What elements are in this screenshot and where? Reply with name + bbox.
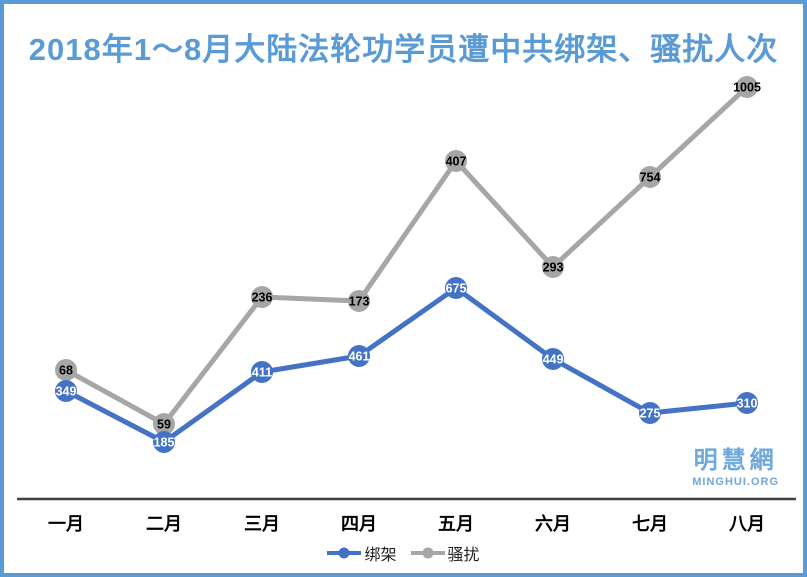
data-point-label: 275 — [640, 407, 661, 421]
data-point-label: 754 — [640, 171, 661, 185]
watermark-latin-text: MINGHUI.ORG — [692, 476, 779, 488]
watermark-chinese-text: 明慧網 — [693, 448, 778, 474]
data-point-label: 1005 — [733, 81, 761, 95]
minghui-watermark: 明慧網 MINGHUI.ORG — [692, 440, 779, 488]
data-point-label: 349 — [56, 385, 77, 399]
series-line-绑架 — [63, 285, 750, 445]
chart-legend: 绑架 骚扰 — [4, 541, 803, 565]
data-point-骚扰 — [348, 290, 370, 312]
legend-item-骚扰: 骚扰 — [410, 541, 480, 565]
data-point-骚扰 — [736, 76, 758, 98]
data-point-label: 310 — [737, 397, 758, 411]
data-point-绑架 — [251, 361, 273, 383]
data-point-label: 461 — [349, 350, 370, 364]
data-point-骚扰 — [251, 286, 273, 308]
data-point-label: 59 — [157, 418, 171, 432]
x-axis-label: 六月 — [535, 514, 571, 534]
series-line-骚扰 — [63, 84, 750, 427]
x-axis-labels: 一月 二月 三月 四月 五月 六月 七月 八月 — [4, 510, 803, 536]
data-point-骚扰 — [153, 413, 175, 435]
data-point-label: 293 — [543, 261, 564, 275]
data-point-绑架 — [445, 277, 467, 299]
data-point-label: 236 — [252, 291, 273, 305]
data-point-label: 407 — [446, 155, 467, 169]
data-point-label: 449 — [543, 353, 564, 367]
data-point-label: 173 — [349, 295, 370, 309]
legend-marker-icon — [327, 547, 362, 559]
x-axis-label: 二月 — [146, 514, 182, 534]
x-axis-label: 三月 — [244, 514, 280, 534]
data-point-骚扰 — [55, 359, 77, 381]
data-point-骚扰 — [639, 166, 661, 188]
line-chart-plot: 68 59 236 173 407 293 754 1005 349 185 411 461 675 44… — [17, 76, 796, 501]
data-point-label: 68 — [59, 364, 73, 378]
legend-item-绑架: 绑架 — [327, 541, 397, 565]
data-point-label: 185 — [154, 436, 175, 450]
data-point-绑架 — [639, 402, 661, 424]
x-axis-label: 八月 — [729, 514, 765, 534]
data-point-骚扰 — [542, 256, 564, 278]
data-point-label: 411 — [252, 366, 272, 380]
data-point-绑架 — [153, 431, 175, 453]
legend-label: 骚扰 — [447, 547, 480, 564]
data-point-骚扰 — [445, 150, 467, 172]
legend-label: 绑架 — [364, 547, 397, 564]
data-point-绑架 — [736, 392, 758, 414]
x-axis-label: 四月 — [341, 514, 377, 534]
x-axis-label: 一月 — [48, 514, 84, 534]
data-point-绑架 — [542, 348, 564, 370]
x-axis-label: 七月 — [632, 514, 668, 534]
data-point-绑架 — [55, 380, 77, 402]
chart-title: 2018年1～8月大陆法轮功学员遭中共绑架、骚扰人次 — [28, 32, 779, 67]
x-axis-label: 五月 — [438, 514, 474, 534]
data-point-绑架 — [348, 345, 370, 367]
data-point-label: 675 — [446, 282, 467, 296]
legend-marker-icon — [410, 547, 445, 559]
